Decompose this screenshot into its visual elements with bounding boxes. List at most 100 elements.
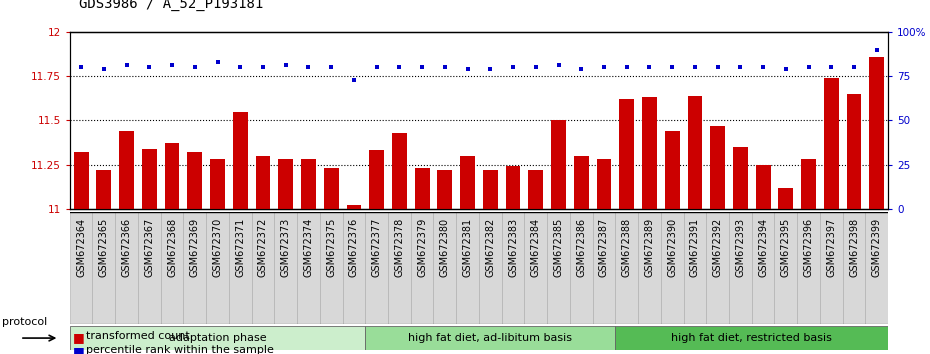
Text: GSM672381: GSM672381 bbox=[462, 218, 472, 277]
Text: high fat diet, restricted basis: high fat diet, restricted basis bbox=[671, 333, 832, 343]
Bar bbox=[187, 152, 202, 209]
Point bbox=[528, 64, 543, 70]
Bar bbox=[274, 212, 297, 324]
Bar bbox=[73, 152, 88, 209]
Point bbox=[801, 64, 816, 70]
Text: GSM672386: GSM672386 bbox=[577, 218, 586, 277]
Bar bbox=[392, 133, 406, 209]
Text: GSM672367: GSM672367 bbox=[144, 218, 154, 277]
Text: GSM672374: GSM672374 bbox=[303, 218, 313, 277]
Point bbox=[142, 64, 157, 70]
Bar bbox=[665, 131, 680, 209]
Bar bbox=[252, 212, 274, 324]
Text: GSM672399: GSM672399 bbox=[871, 218, 882, 277]
Point bbox=[733, 64, 748, 70]
Point bbox=[506, 64, 521, 70]
Text: GSM672370: GSM672370 bbox=[213, 218, 222, 277]
Bar bbox=[801, 159, 816, 209]
Text: percentile rank within the sample: percentile rank within the sample bbox=[86, 345, 274, 354]
Bar bbox=[866, 212, 888, 324]
Bar bbox=[756, 165, 770, 209]
Text: ■: ■ bbox=[73, 331, 85, 344]
Point bbox=[73, 64, 88, 70]
Text: GSM672379: GSM672379 bbox=[418, 218, 427, 277]
Text: GSM672387: GSM672387 bbox=[599, 218, 609, 277]
Text: GSM672373: GSM672373 bbox=[281, 218, 291, 277]
Text: GSM672365: GSM672365 bbox=[99, 218, 109, 277]
Point bbox=[415, 64, 430, 70]
Bar bbox=[596, 159, 611, 209]
Text: GSM672376: GSM672376 bbox=[349, 218, 359, 277]
Text: GSM672380: GSM672380 bbox=[440, 218, 450, 277]
Text: GSM672395: GSM672395 bbox=[781, 218, 790, 277]
Text: GSM672383: GSM672383 bbox=[508, 218, 518, 277]
Text: GSM672394: GSM672394 bbox=[758, 218, 768, 277]
Bar bbox=[729, 212, 751, 324]
Bar bbox=[460, 156, 475, 209]
Bar bbox=[320, 212, 342, 324]
Bar bbox=[92, 212, 115, 324]
Point bbox=[687, 64, 702, 70]
Bar bbox=[525, 212, 547, 324]
Bar bbox=[528, 170, 543, 209]
Point bbox=[778, 66, 793, 72]
Text: GSM672384: GSM672384 bbox=[531, 218, 540, 277]
Text: GSM672371: GSM672371 bbox=[235, 218, 246, 277]
Bar bbox=[437, 170, 452, 209]
Bar bbox=[684, 212, 706, 324]
Point bbox=[347, 77, 362, 82]
Bar bbox=[119, 131, 134, 209]
Bar bbox=[661, 212, 684, 324]
Bar bbox=[324, 168, 339, 209]
Text: GSM672392: GSM672392 bbox=[712, 218, 723, 277]
Text: protocol: protocol bbox=[2, 318, 47, 327]
Point bbox=[756, 64, 771, 70]
Bar bbox=[70, 326, 365, 350]
Point bbox=[619, 64, 634, 70]
Point bbox=[187, 64, 202, 70]
Bar bbox=[232, 112, 247, 209]
Bar bbox=[501, 212, 525, 324]
Bar bbox=[824, 78, 839, 209]
Text: high fat diet, ad-libitum basis: high fat diet, ad-libitum basis bbox=[408, 333, 572, 343]
Bar bbox=[342, 212, 365, 324]
Bar bbox=[415, 168, 430, 209]
Point bbox=[301, 64, 316, 70]
Text: GSM672390: GSM672390 bbox=[667, 218, 677, 277]
Text: adaptation phase: adaptation phase bbox=[168, 333, 266, 343]
Point bbox=[551, 63, 566, 68]
Bar bbox=[97, 170, 112, 209]
Point bbox=[870, 47, 884, 52]
Bar bbox=[161, 212, 183, 324]
Bar bbox=[687, 96, 702, 209]
Bar bbox=[210, 159, 225, 209]
Text: GSM672368: GSM672368 bbox=[167, 218, 177, 277]
Text: GSM672364: GSM672364 bbox=[76, 218, 86, 277]
Text: GSM672385: GSM672385 bbox=[553, 218, 564, 277]
Point bbox=[256, 64, 271, 70]
Bar bbox=[616, 326, 888, 350]
Text: GSM672396: GSM672396 bbox=[804, 218, 814, 277]
Text: GSM672393: GSM672393 bbox=[736, 218, 745, 277]
Bar bbox=[229, 212, 252, 324]
Bar bbox=[483, 170, 498, 209]
Bar bbox=[457, 212, 479, 324]
Bar bbox=[870, 57, 884, 209]
Text: GSM672372: GSM672372 bbox=[258, 218, 268, 277]
Bar bbox=[619, 99, 634, 209]
Text: GSM672377: GSM672377 bbox=[372, 218, 381, 277]
Point bbox=[324, 64, 339, 70]
Bar bbox=[616, 212, 638, 324]
Bar bbox=[638, 212, 661, 324]
Point bbox=[665, 64, 680, 70]
Bar bbox=[256, 156, 271, 209]
Bar bbox=[775, 212, 797, 324]
Text: transformed count: transformed count bbox=[86, 331, 191, 341]
Text: GSM672389: GSM672389 bbox=[644, 218, 655, 277]
Point bbox=[483, 66, 498, 72]
Point bbox=[392, 64, 406, 70]
Bar bbox=[711, 126, 725, 209]
Bar bbox=[206, 212, 229, 324]
Point bbox=[97, 66, 112, 72]
Point bbox=[642, 64, 657, 70]
